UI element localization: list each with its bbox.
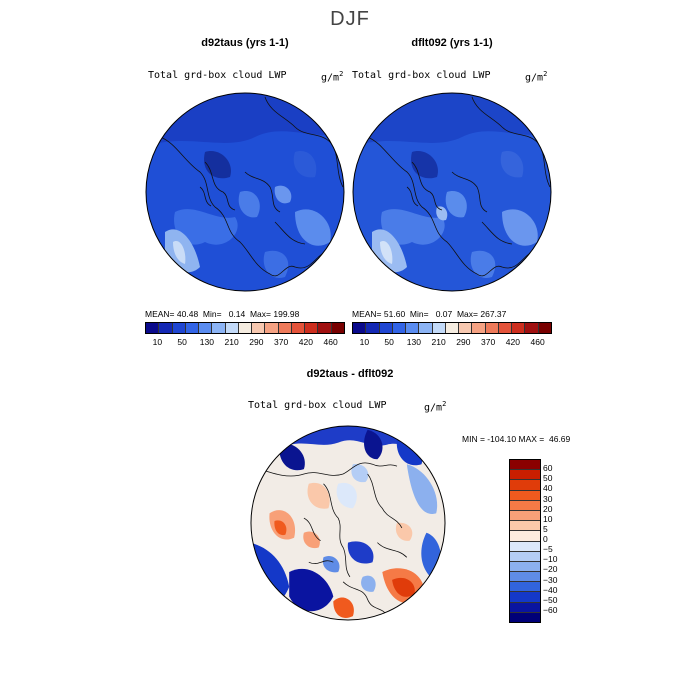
colorbar-tick-label: 50 xyxy=(384,337,394,347)
colorbar-swatch xyxy=(278,323,292,333)
left-stats: MEAN= 40.48 Min= 0.14 Max= 199.98 xyxy=(145,309,300,319)
colorbar-tick-label: −40 xyxy=(543,584,558,595)
colorbar-swatch xyxy=(525,323,539,333)
colorbar-swatch xyxy=(510,561,540,573)
colorbar-swatch xyxy=(510,592,540,603)
colorbar-tick-label: 5 xyxy=(543,523,548,534)
right-polar-map xyxy=(352,92,552,292)
colorbar-tick-label: 460 xyxy=(530,337,545,347)
colorbar-tick-label: 130 xyxy=(406,337,421,347)
diff-units: g/m2 xyxy=(424,400,447,414)
colorbar-swatch xyxy=(510,480,540,491)
colorbar-tick-label: −30 xyxy=(543,574,558,585)
figure-title: DJF xyxy=(330,8,370,30)
colorbar-tick-label: 10 xyxy=(359,337,370,347)
colorbar-tick-label: −20 xyxy=(543,564,558,575)
right-colorbar xyxy=(352,322,552,334)
colorbar-swatch xyxy=(510,470,540,481)
right-colorbar-ticks: 10 50 130 210 290 370 420 460 xyxy=(352,337,550,349)
diff-polar-map xyxy=(250,425,446,621)
colorbar-swatch xyxy=(498,323,513,333)
colorbar-tick-label: 210 xyxy=(224,337,239,347)
colorbar-tick-label: −60 xyxy=(543,604,558,615)
right-panel-title: dflt092 (yrs 1-1) xyxy=(411,37,493,49)
left-colorbar xyxy=(145,322,345,334)
colorbar-swatch xyxy=(510,582,540,593)
left-polar-map xyxy=(145,92,345,292)
colorbar-swatch xyxy=(291,323,306,333)
colorbar-tick-label: 20 xyxy=(543,503,553,514)
colorbar-tick-label: −50 xyxy=(543,594,558,605)
colorbar-swatch xyxy=(510,572,540,583)
colorbar-swatch xyxy=(199,323,213,333)
colorbar-swatch xyxy=(265,323,279,333)
colorbar-swatch xyxy=(538,323,551,333)
right-stats: MEAN= 51.60 Min= 0.07 Max= 267.37 xyxy=(352,309,507,319)
colorbar-tick-label: 60 xyxy=(543,463,553,474)
colorbar-swatch xyxy=(510,521,540,532)
left-colorbar-ticks: 10 50 130 210 290 370 420 460 xyxy=(145,337,343,349)
colorbar-swatch xyxy=(512,323,526,333)
left-variable-label: Total grd-box cloud LWP xyxy=(148,70,287,81)
colorbar-swatch xyxy=(252,323,266,333)
colorbar-swatch xyxy=(419,323,433,333)
colorbar-swatch xyxy=(172,323,186,333)
left-units: g/m2 xyxy=(321,70,344,84)
colorbar-swatch xyxy=(225,323,239,333)
right-variable-label: Total grd-box cloud LWP xyxy=(352,70,491,81)
diff-min-max: MIN = -104.10 MAX = 46.69 xyxy=(462,434,571,444)
colorbar-swatch xyxy=(510,602,540,613)
colorbar-swatch xyxy=(212,323,226,333)
colorbar-swatch xyxy=(510,460,540,471)
colorbar-tick-label: 50 xyxy=(177,337,187,347)
colorbar-tick-label: 420 xyxy=(298,337,313,347)
colorbar-swatch xyxy=(392,323,407,333)
colorbar-swatch xyxy=(432,323,446,333)
colorbar-swatch xyxy=(146,323,160,333)
colorbar-tick-label: 30 xyxy=(543,493,553,504)
colorbar-tick-label: 370 xyxy=(481,337,496,347)
colorbar-swatch xyxy=(510,500,540,511)
colorbar-tick-label: 10 xyxy=(543,513,553,524)
colorbar-swatch xyxy=(353,323,367,333)
colorbar-tick-label: 210 xyxy=(431,337,446,347)
diff-colorbar xyxy=(509,459,541,623)
colorbar-swatch xyxy=(472,323,486,333)
colorbar-tick-label: 130 xyxy=(199,337,214,347)
colorbar-tick-label: 10 xyxy=(152,337,163,347)
colorbar-swatch xyxy=(366,323,380,333)
colorbar-tick-label: 420 xyxy=(505,337,520,347)
colorbar-tick-label: 290 xyxy=(456,337,471,347)
right-units: g/m2 xyxy=(525,70,548,84)
colorbar-swatch xyxy=(159,323,173,333)
colorbar-swatch xyxy=(445,323,460,333)
left-panel-title: d92taus (yrs 1-1) xyxy=(201,37,289,49)
colorbar-swatch xyxy=(485,323,499,333)
colorbar-swatch xyxy=(185,323,200,333)
colorbar-tick-label: 40 xyxy=(543,483,553,494)
colorbar-tick-label: −5 xyxy=(543,544,553,555)
diff-colorbar-ticks: 60 50 40 30 20 10 5 0 −5 −10 −20 −30 −40 −50 −60 xyxy=(543,459,573,621)
colorbar-swatch xyxy=(331,323,344,333)
colorbar-swatch xyxy=(510,490,540,501)
colorbar-swatch xyxy=(510,531,540,542)
colorbar-swatch xyxy=(318,323,332,333)
diff-panel-title: d92taus - dflt092 xyxy=(306,368,394,380)
colorbar-swatch xyxy=(379,323,393,333)
colorbar-swatch xyxy=(510,541,540,552)
colorbar-swatch xyxy=(238,323,253,333)
colorbar-tick-label: 290 xyxy=(249,337,264,347)
colorbar-swatch xyxy=(305,323,319,333)
colorbar-tick-label: 460 xyxy=(323,337,338,347)
colorbar-swatch xyxy=(510,551,540,562)
colorbar-tick-label: 50 xyxy=(543,473,553,484)
colorbar-swatch xyxy=(406,323,420,333)
colorbar-swatch xyxy=(510,612,540,622)
colorbar-tick-label: 0 xyxy=(543,534,548,544)
colorbar-tick-label: 370 xyxy=(274,337,289,347)
colorbar-tick-label: −10 xyxy=(543,554,558,565)
colorbar-swatch xyxy=(459,323,473,333)
colorbar-swatch xyxy=(510,510,540,522)
diff-variable-label: Total grd-box cloud LWP xyxy=(248,400,387,411)
